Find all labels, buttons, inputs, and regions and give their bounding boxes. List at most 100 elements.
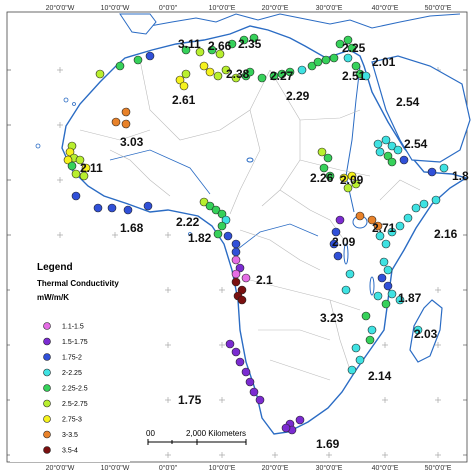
- bottom-tick-label: 30°0'0"E: [316, 464, 343, 472]
- top-tick-label: 30°0'0"E: [316, 4, 343, 12]
- data-point: [133, 55, 143, 65]
- data-point: [343, 35, 353, 45]
- data-point: [257, 73, 267, 83]
- top-tick-label: 20°0'0"W: [46, 4, 75, 12]
- legend-item-label: 1.1-1.5: [62, 324, 84, 331]
- data-point: [367, 325, 377, 335]
- data-point: [373, 291, 383, 301]
- value-label: 1.8: [452, 169, 469, 183]
- lake-tanganyika: [343, 243, 349, 265]
- value-label: 2.01: [372, 55, 396, 69]
- data-point: [213, 71, 223, 81]
- data-point: [331, 227, 341, 237]
- data-point: [393, 145, 403, 155]
- value-label: 2.54: [396, 95, 420, 109]
- value-label: 2.54: [404, 137, 428, 151]
- legend-item-label: 3.5-4: [62, 448, 78, 455]
- value-label: 2.51: [342, 69, 366, 83]
- data-point: [217, 209, 227, 219]
- data-point: [269, 71, 279, 81]
- data-point: [325, 171, 335, 181]
- data-point: [205, 201, 215, 211]
- data-point: [373, 139, 383, 149]
- bottom-tick-label: 20°0'0"W: [46, 464, 75, 472]
- data-point: [395, 221, 405, 231]
- value-label: 2.66: [208, 39, 232, 53]
- value-labels: 3.11 2.66 2.35 2.25 2.61 2.38 2.27 2.51 2.01 2.29…: [80, 37, 469, 451]
- value-label: 2.27: [270, 69, 294, 83]
- value-label: 3.23: [320, 311, 344, 325]
- data-points: [63, 33, 449, 435]
- data-point: [317, 147, 327, 157]
- data-point: [361, 311, 371, 321]
- data-point: [381, 299, 391, 309]
- data-point: [277, 69, 287, 79]
- lake-chad: [246, 157, 254, 163]
- data-point: [221, 65, 231, 75]
- data-point: [143, 201, 153, 211]
- value-label: 2.11: [80, 161, 103, 175]
- data-point: [207, 45, 217, 55]
- data-point: [65, 147, 75, 157]
- data-point: [231, 255, 241, 265]
- value-label: 2.09: [340, 173, 364, 187]
- data-point: [213, 229, 223, 239]
- data-point: [79, 171, 89, 181]
- bottom-tick-label: 10°0'0"E: [209, 464, 236, 472]
- top-tick-label: 20°0'0"E: [262, 4, 289, 12]
- data-point: [329, 53, 339, 63]
- data-point: [221, 215, 231, 225]
- value-label: 2.61: [172, 93, 196, 107]
- data-point: [111, 117, 121, 127]
- legend-swatch: [43, 337, 51, 346]
- top-tick-label: 40°0'0"E: [372, 4, 399, 12]
- bottom-tick-labels: 20°0'0"W 10°0'0"W 0°0'0" 10°0'0"E 20°0'0"E 30…: [46, 464, 452, 472]
- legend-swatch: [43, 399, 51, 408]
- top-tick-labels: 20°0'0"W 10°0'0"W 0°0'0" 10°0'0"E 20°0'0"E 30…: [46, 4, 452, 12]
- data-point: [235, 357, 245, 367]
- data-point: [343, 183, 353, 193]
- data-point: [205, 67, 215, 77]
- data-point: [231, 73, 241, 83]
- data-point: [81, 163, 91, 173]
- data-point: [123, 205, 133, 215]
- data-point: [319, 163, 329, 173]
- data-point: [245, 67, 255, 77]
- data-point: [343, 53, 353, 63]
- data-point: [71, 169, 81, 179]
- data-point: [307, 61, 317, 71]
- data-point: [121, 119, 131, 129]
- data-point: [381, 239, 391, 249]
- data-point: [241, 367, 251, 377]
- data-point: [387, 157, 397, 167]
- data-point: [175, 75, 185, 85]
- legend-items: 1.1-1.5 1.5-1.75 1.75-2 2-2.25 2.25-2.5 2.5-2…: [43, 322, 88, 455]
- data-point: [341, 285, 351, 295]
- data-point: [237, 285, 247, 295]
- data-point: [231, 347, 241, 357]
- bottom-tick-label: 50°0'0"E: [425, 464, 452, 472]
- data-point: [361, 71, 371, 81]
- data-point: [339, 173, 349, 183]
- data-point: [351, 61, 361, 71]
- country-borders: [79, 59, 421, 381]
- value-label: 2.25: [342, 41, 366, 55]
- data-point: [351, 343, 361, 353]
- data-point: [383, 151, 393, 161]
- data-point: [313, 57, 323, 67]
- data-point: [355, 211, 365, 221]
- data-point: [383, 281, 393, 291]
- legend-item-label: 1.75-2: [62, 355, 82, 362]
- value-label: 2.16: [434, 227, 458, 241]
- data-point: [231, 269, 241, 279]
- top-tick-label: 50°0'0"E: [425, 4, 452, 12]
- data-point: [333, 251, 343, 261]
- data-point: [419, 199, 429, 209]
- value-label: 2.38: [226, 67, 250, 81]
- legend-item-label: 2.75-3: [62, 417, 82, 424]
- data-point: [345, 269, 355, 279]
- bottom-tick-label: 10°0'0"W: [101, 464, 130, 472]
- lake-malawi: [369, 276, 375, 296]
